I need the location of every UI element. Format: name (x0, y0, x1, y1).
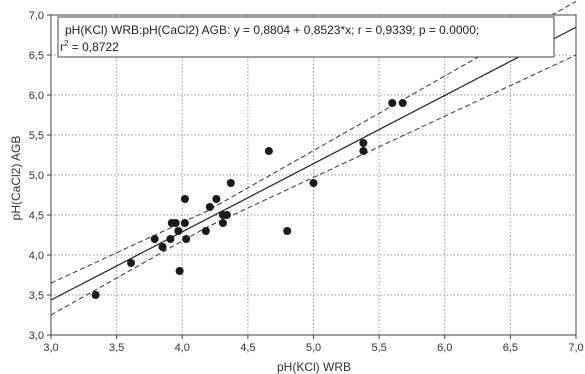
data-point (171, 219, 180, 227)
data-point (205, 203, 214, 211)
x-tick-label: 4,0 (175, 342, 190, 354)
data-point (264, 147, 273, 155)
x-axis-label: pH(KCl) WRB (277, 360, 351, 374)
data-point (283, 227, 292, 235)
data-point (91, 291, 100, 299)
data-point (174, 227, 183, 235)
data-point (222, 211, 231, 219)
x-tick-label: 3,0 (43, 342, 58, 354)
annotation-r-superscript: 2 (64, 39, 69, 48)
y-tick-label: 3,5 (29, 290, 44, 302)
y-tick-label: 6,5 (29, 50, 44, 62)
annotation-line-2: r2 = 0,8722 (60, 39, 119, 54)
confidence-band (50, 0, 577, 316)
data-point (226, 179, 235, 187)
data-point (180, 195, 189, 203)
confidence-upper-line (50, 0, 577, 284)
data-point (309, 179, 318, 187)
data-point (359, 139, 368, 147)
data-point (150, 235, 159, 243)
annotation-line-1: pH(KCl) WRB:pH(CaCl2) AGB: y = 0,8804 + … (65, 23, 479, 37)
data-point (166, 235, 175, 243)
data-point (180, 219, 189, 227)
data-point (388, 99, 397, 107)
x-tick-label: 6,0 (437, 342, 452, 354)
y-tick-label: 6,0 (29, 90, 44, 102)
data-point (212, 195, 221, 203)
y-tick-label: 5,0 (29, 170, 44, 182)
x-tick-label: 7,0 (568, 342, 583, 354)
x-tick-label: 5,5 (371, 342, 386, 354)
data-point (175, 267, 184, 275)
y-tick-label: 4,0 (29, 250, 44, 262)
annotation-r2-value: = 0,8722 (68, 40, 119, 54)
regression-line-group (50, 26, 577, 301)
data-point (127, 259, 136, 267)
y-tick-label: 3,0 (29, 330, 44, 342)
y-tick-label: 7,0 (29, 10, 44, 22)
y-axis-label: pH(CaCl2) AGB (9, 136, 23, 221)
x-tick-label: 6,5 (503, 342, 518, 354)
data-point (218, 219, 227, 227)
annotation-box: pH(KCl) WRB:pH(CaCl2) AGB: y = 0,8804 + … (57, 16, 555, 58)
y-tick-label: 4,5 (29, 210, 44, 222)
grid-lines (51, 15, 576, 335)
regression-line (50, 26, 577, 301)
data-points (91, 43, 542, 299)
annotation-r: r (60, 40, 64, 54)
annotation-frame (57, 16, 555, 58)
data-point (182, 235, 191, 243)
x-axis-ticks: 3,0 3,5 4,0 4,5 5,0 5,5 6,0 6,5 7,0 (43, 335, 584, 354)
x-tick-label: 3,5 (109, 342, 124, 354)
confidence-lower-line (50, 54, 577, 316)
data-point (158, 243, 167, 251)
x-tick-label: 4,5 (240, 342, 255, 354)
y-axis-ticks: 3,0 3,5 4,0 4,5 5,0 5,5 6,0 6,5 7,0 (29, 10, 51, 342)
data-point (359, 147, 368, 155)
data-point (201, 227, 210, 235)
x-tick-label: 5,0 (306, 342, 321, 354)
data-point (398, 99, 407, 107)
y-tick-label: 5,5 (29, 130, 44, 142)
